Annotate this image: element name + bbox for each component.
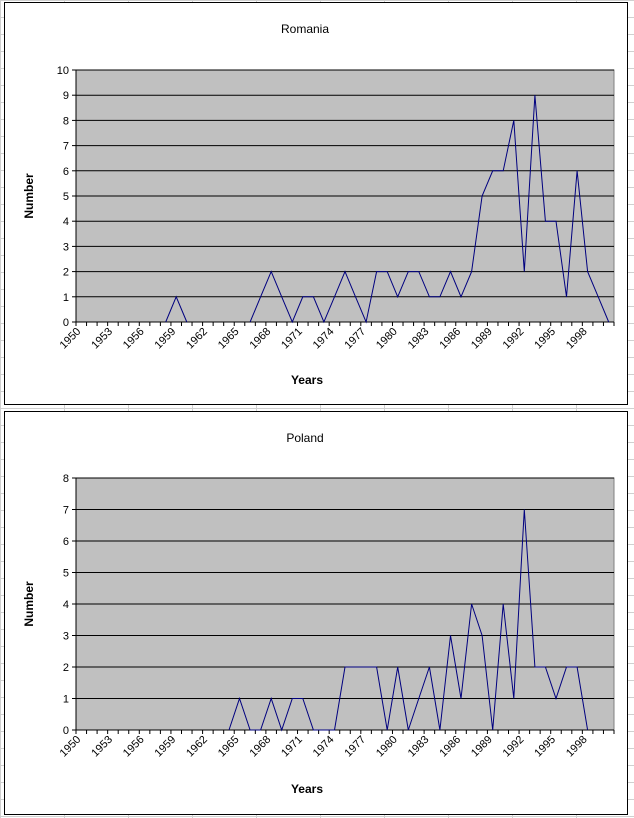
x-tick-label: 1998 [564,326,590,352]
y-tick-label: 1 [63,694,69,706]
y-tick-label: 0 [63,317,69,329]
x-tick-label: 1962 [184,326,210,352]
y-tick-label: 5 [63,191,69,203]
x-tick-label: 1968 [247,734,273,760]
x-tick-label: 1974 [311,326,337,352]
y-tick-label: 8 [63,115,69,127]
y-tick-label: 7 [63,505,69,517]
x-tick-label: 1956 [121,734,147,760]
x-tick-label: 1989 [469,734,495,760]
x-tick-label: 1995 [532,734,558,760]
y-tick-label: 5 [63,568,69,580]
x-tick-label: 1992 [501,734,527,760]
x-tick-label: 1971 [279,734,305,760]
chart-romania[interactable]: Romania 0 1 2 3 4 5 6 7 8 9 10 1950 1953 1956 1959 1962 1… [4,2,628,405]
x-tick-label: 1965 [216,734,242,760]
x-tick-label: 1974 [311,734,337,760]
x-tick-label: 1995 [532,326,558,352]
chart-title: Poland [286,431,323,445]
y-tick-label: 6 [63,536,69,548]
x-tick-label: 1953 [89,326,115,352]
x-tick-label: 1998 [564,734,590,760]
y-tick-label: 3 [63,241,69,253]
y-tick-label: 2 [63,662,69,674]
y-tick-label: 1 [63,292,69,304]
x-tick-label: 1950 [58,326,84,352]
y-axis-title: Number [22,581,36,627]
series-line-poland [228,509,589,732]
y-tick-label: 4 [63,216,69,228]
x-tick-label: 1989 [469,326,495,352]
x-tick-label: 1983 [406,734,432,760]
chart-title: Romania [281,22,329,36]
x-tick-label: 1971 [279,326,305,352]
x-tick-label: 1983 [406,326,432,352]
x-tick-label: 1980 [374,734,400,760]
y-tick-label: 8 [63,473,69,485]
y-tick-label: 9 [63,90,69,102]
x-tick-label: 1968 [247,326,273,352]
x-tick-label: 1959 [153,734,179,760]
x-tick-label: 1986 [437,734,463,760]
x-tick-label: 1959 [153,326,179,352]
x-tick-label: 1977 [342,326,368,352]
x-tick-label: 1980 [374,326,400,352]
x-axis-title: Years [291,373,323,387]
chart-poland[interactable]: Poland 0 1 2 3 4 5 6 7 8 1950 1953 1956 1959 1962 1965 1… [4,411,628,815]
y-tick-label: 2 [63,267,69,279]
x-tick-label: 1965 [216,326,242,352]
y-tick-label: 0 [63,725,69,737]
x-tick-label: 1962 [184,734,210,760]
y-tick-label: 6 [63,166,69,178]
x-tick-label: 1956 [121,326,147,352]
x-tick-label: 1992 [501,326,527,352]
x-tick-label: 1953 [89,734,115,760]
y-tick-label: 7 [63,141,69,153]
x-axis-title: Years [291,782,323,796]
x-tick-label: 1977 [342,734,368,760]
x-tick-label: 1986 [437,326,463,352]
y-tick-label: 10 [57,65,69,77]
y-tick-label: 3 [63,631,69,643]
series-line-romania [249,95,610,324]
x-tick-label: 1950 [58,734,84,760]
y-axis-title: Number [22,173,36,219]
y-tick-label: 4 [63,599,69,611]
series-line-romania [165,295,188,323]
